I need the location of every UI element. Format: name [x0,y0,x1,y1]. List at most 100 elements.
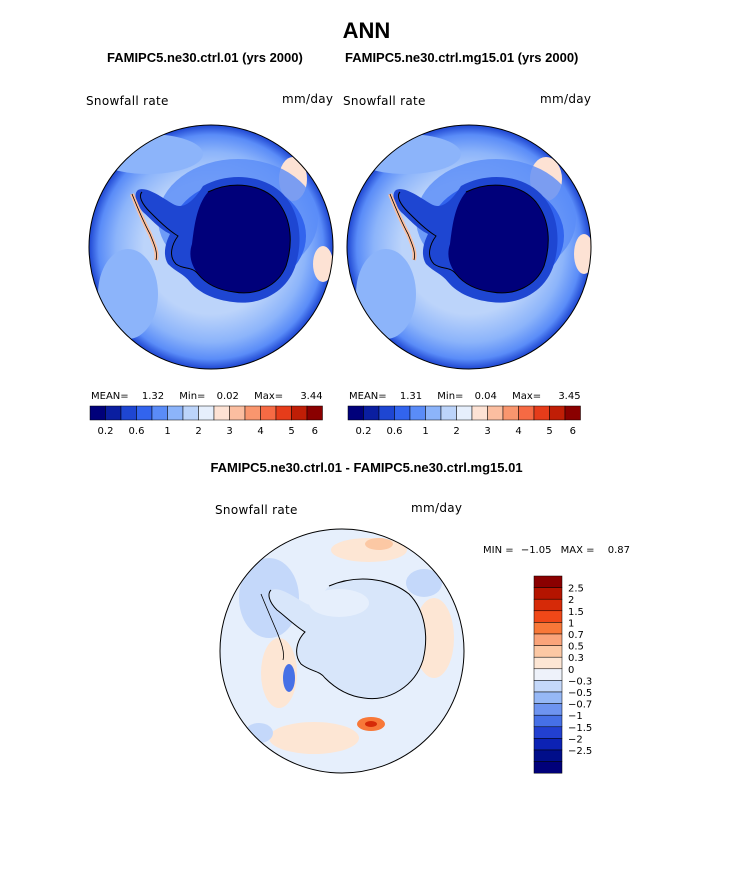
panel-2-mean-label: MEAN= [349,391,387,402]
diff-colorbar-box [533,633,563,646]
panel-2-colorbar-box [471,405,488,421]
main-title: ANN [342,18,391,43]
panel-1-max-label: Max= [254,391,284,402]
panel-2-colorbar-box [533,405,550,421]
panel-2-colorbar-tick-label: 2 [453,426,459,437]
panel-2-colorbar-box [425,405,442,421]
panel-2-colorbar-box [394,405,411,421]
panel-1-colorbar-tick-label: 2 [195,426,201,437]
diff-colorbar-tick-label: −0.5 [568,688,592,699]
panel-1-variable-label: Snowfall rate [86,94,169,108]
diff-colorbar-tick-label: −0.3 [568,676,592,687]
panel-1-stats: MEAN= 1.32 Min= 0.02 Max= 3.44 [91,391,323,402]
diff-max-value: 0.87 [607,545,630,556]
panel-1-colorbar-box [229,405,246,421]
panel-2-colorbar-box [363,405,380,421]
diff-units-label: mm/day [411,501,463,515]
diff-colorbar-box [533,622,563,635]
antarctica-fill [448,185,549,293]
diff-colorbar-tick-label: −1.5 [568,723,592,734]
panel-2-colorbar-box [409,405,426,421]
panel-2-min-label: Min= [437,391,464,402]
panel-1-colorbar-tick-label: 6 [312,426,318,437]
panel-2-colorbar-box [564,405,581,421]
panel-2-case-title: FAMIPC5.ne30.ctrl.mg15.01 (yrs 2000) [345,50,579,65]
diff-colorbar-box [533,726,563,739]
diff-colorbar-box [533,703,563,716]
panel-2-units-label: mm/day [540,92,592,106]
panel-2-colorbar-tick-label: 6 [570,426,576,437]
diff-title: FAMIPC5.ne30.ctrl.01 - FAMIPC5.ne30.ctrl… [210,460,523,475]
map-boundary [346,124,592,370]
panel-1-colorbar-box [89,405,106,421]
panel-2-max-label: Max= [512,391,542,402]
diff-colorbar-box [533,691,563,704]
panel-1-colorbar-box [167,405,184,421]
map-boundary [88,124,334,370]
diff-colorbar-box [533,761,563,774]
panel-2-colorbar-box [487,405,504,421]
panel-1-colorbar-box [306,405,323,421]
panel-2-colorbar-box [378,405,395,421]
diff-colorbar-tick-label: −1 [568,711,583,722]
panel-2-colorbar-box [347,405,364,421]
panel-1-polar-map [88,124,334,370]
panel-1-mean-label: MEAN= [91,391,129,402]
panel-1-colorbar-box [213,405,230,421]
panel-2-colorbar-box [502,405,519,421]
panel-1-colorbar-box [120,405,137,421]
panel-2-variable-label: Snowfall rate [343,94,426,108]
panel-1-colorbar-box [244,405,261,421]
panel-1-min-label: Min= [179,391,206,402]
antarctica-fill [190,185,291,293]
diff-colorbar-tick-label: 1.5 [568,607,584,618]
diff-colorbar-tick-label: −2 [568,734,583,745]
panel-2-colorbar-box [440,405,457,421]
panel-2-polar-map [346,124,592,370]
panel-1-colorbar-tick-label: 0.2 [98,426,114,437]
panel-1-colorbar-box [275,405,292,421]
diff-colorbar-box [533,598,563,612]
panel-1-colorbar-box [260,405,277,421]
diff-colorbar-box [533,680,563,693]
panel-1-colorbar-tick-label: 4 [257,426,263,437]
panel-2-colorbar: 0.2 0.6 1 2 3 4 5 6 [347,405,581,437]
panel-2-colorbar-tick-label: 5 [546,426,552,437]
panel-2-stats: MEAN= 1.31 Min= 0.04 Max= 3.45 [349,391,581,402]
panel-2-colorbar-box [518,405,535,421]
diff-colorbar-tick-label: 0.7 [568,630,584,641]
panel-1-min-value: 0.02 [216,391,239,402]
diff-min-value: −1.05 [520,545,552,556]
panel-1-case-title: FAMIPC5.ne30.ctrl.01 (yrs 2000) [107,50,303,65]
panel-1-colorbar-tick-label: 3 [226,426,232,437]
antarctica-coastline [139,184,291,294]
diff-colorbar-tick-label: 0.3 [568,653,584,664]
diff-colorbar-box [533,714,563,728]
panel-2-mean-value: 1.31 [399,391,423,402]
panel-1-units-label: mm/day [282,92,334,106]
diff-colorbar-box [533,610,563,623]
diff-colorbar-box [533,645,563,658]
antarctica-coastline [397,184,549,294]
panel-2-colorbar-tick-label: 0.6 [387,426,403,437]
panel-1-colorbar-box [105,405,122,421]
panel-2-max-value: 3.45 [558,391,581,402]
antarctica-fill [269,579,426,699]
diff-min-label: MIN = [483,545,514,556]
diff-colorbar-box [533,738,563,751]
diff-colorbar-box [533,587,563,600]
panel-2-colorbar-tick-label: 3 [484,426,490,437]
panel-2-colorbar-box [456,405,473,421]
panel-2-colorbar-box [549,405,566,421]
diff-colorbar-tick-label: 0.5 [568,642,584,653]
panel-1-colorbar-box [198,405,215,421]
panel-1-colorbar-box [151,405,168,421]
panel-1-colorbar: 0.2 0.6 1 2 3 4 5 6 [89,405,323,437]
panel-2-colorbar-tick-label: 0.2 [356,426,372,437]
panel-2-colorbar-tick-label: 1 [422,426,428,437]
diff-polar-map [219,528,465,774]
panel-1-colorbar-tick-label: 1 [164,426,170,437]
diff-colorbar-tick-label: 2 [568,595,574,606]
panel-1-colorbar-tick-label: 5 [288,426,294,437]
panel-2-colorbar-tick-label: 4 [515,426,521,437]
